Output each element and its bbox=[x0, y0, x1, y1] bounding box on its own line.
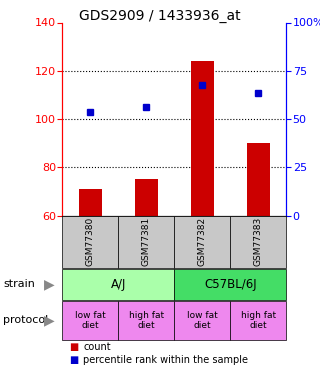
Text: strain: strain bbox=[3, 279, 35, 290]
Bar bbox=[79, 189, 102, 216]
Bar bbox=[174, 269, 286, 300]
Text: GSM77382: GSM77382 bbox=[198, 217, 207, 266]
Bar bbox=[174, 216, 230, 268]
Text: percentile rank within the sample: percentile rank within the sample bbox=[83, 355, 248, 365]
Bar bbox=[62, 301, 118, 340]
Text: high fat
diet: high fat diet bbox=[241, 311, 276, 330]
Text: low fat
diet: low fat diet bbox=[75, 311, 106, 330]
Bar bbox=[118, 301, 174, 340]
Bar bbox=[191, 61, 214, 216]
Text: ▶: ▶ bbox=[44, 278, 55, 291]
Text: ■: ■ bbox=[69, 355, 78, 365]
Text: GSM77380: GSM77380 bbox=[86, 217, 95, 267]
Text: ▶: ▶ bbox=[44, 314, 55, 327]
Bar bbox=[118, 216, 174, 268]
Text: ■: ■ bbox=[69, 342, 78, 352]
Bar bbox=[230, 216, 286, 268]
Text: A/J: A/J bbox=[111, 278, 126, 291]
Text: low fat
diet: low fat diet bbox=[187, 311, 218, 330]
Bar bbox=[62, 216, 118, 268]
Bar bbox=[174, 301, 230, 340]
Text: GSM77381: GSM77381 bbox=[142, 217, 151, 267]
Text: count: count bbox=[83, 342, 111, 352]
Bar bbox=[62, 269, 174, 300]
Bar bbox=[247, 143, 269, 216]
Bar bbox=[230, 301, 286, 340]
Text: GSM77383: GSM77383 bbox=[254, 217, 263, 267]
Text: GDS2909 / 1433936_at: GDS2909 / 1433936_at bbox=[79, 9, 241, 23]
Text: high fat
diet: high fat diet bbox=[129, 311, 164, 330]
Text: protocol: protocol bbox=[3, 315, 48, 326]
Text: C57BL/6J: C57BL/6J bbox=[204, 278, 257, 291]
Bar bbox=[135, 179, 157, 216]
